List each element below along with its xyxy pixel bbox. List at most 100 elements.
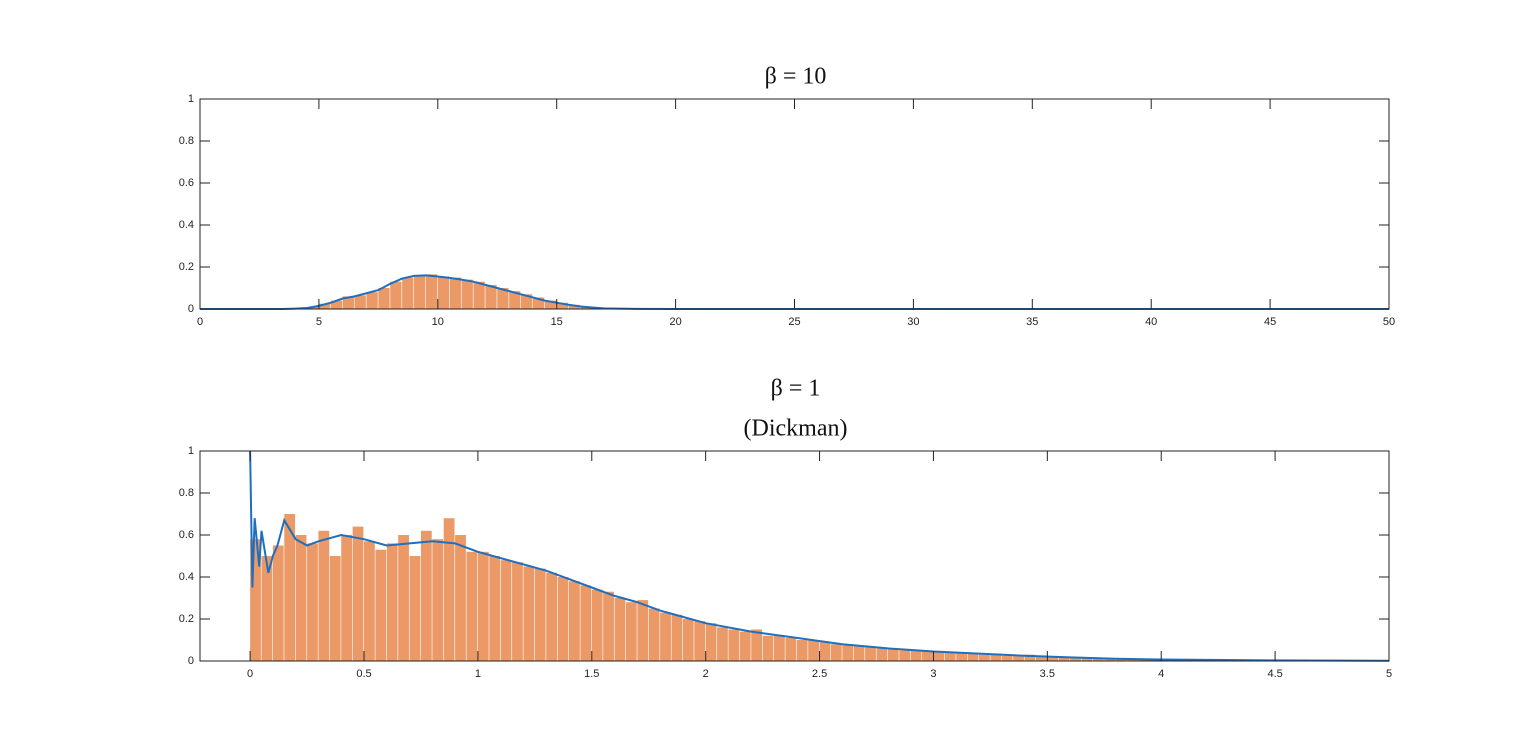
histogram-bar [261,556,273,661]
histogram-bar [1070,657,1081,661]
x-tick-label: 20 [669,316,681,328]
y-tick-label: 0 [188,303,194,315]
x-tick-label: 35 [1026,316,1038,328]
chart-title: β = 1 [771,376,821,402]
histogram-bar [705,623,717,661]
histogram-bar [637,600,649,661]
chart-subtitle: (Dickman) [744,416,848,442]
histogram-bar [842,644,854,661]
histogram-bar [497,288,509,309]
histogram-bar [443,518,455,661]
x-tick-label: 0 [197,316,203,328]
histogram-bar [342,296,354,309]
axes-box [199,450,1390,662]
histogram-bar [544,300,557,309]
histogram-bar [910,650,922,661]
histogram-bar [694,621,706,661]
histogram-bar [648,608,660,661]
histogram-bar [534,568,546,661]
histogram-bar [728,629,740,661]
histogram-bar [717,627,728,661]
x-tick-label: 4 [1158,668,1164,680]
histogram-bar [386,543,398,661]
histogram-bar [414,275,426,309]
histogram-bar [739,631,751,661]
histogram-bar [556,302,568,309]
x-tick-label: 5 [316,316,322,328]
histogram-bar [751,629,763,661]
x-tick-label: 2 [703,668,709,680]
histogram-bar [512,562,523,661]
histogram-bar [899,650,911,661]
histogram-bar [830,644,842,661]
histogram-bar [329,556,341,661]
histogram-bar [1013,655,1024,661]
histogram-bar [366,292,378,309]
histogram-bar [568,304,580,309]
y-tick-label: 0.4 [179,571,194,583]
histogram-bar [402,277,414,309]
histogram-bar [956,652,968,661]
histogram-bar [796,640,808,661]
histogram-bar [432,539,444,661]
x-tick-label: 3 [930,668,936,680]
x-tick-label: 25 [788,316,800,328]
y-tick-label: 0.6 [179,529,194,541]
histogram-bar [990,653,1002,661]
axes-box [199,98,1390,310]
x-tick-label: 1 [475,668,481,680]
histogram-bar [853,646,865,661]
histogram-bar [489,556,501,661]
x-tick-label: 15 [551,316,563,328]
x-tick-label: 50 [1383,316,1395,328]
histogram-bar [500,560,512,661]
histogram-bar [979,654,990,661]
histogram-bar [865,646,876,661]
x-tick-label: 0 [247,668,253,680]
histogram-bar [378,288,390,309]
histogram-bar [523,566,535,661]
histogram-bar [398,535,409,661]
histogram-bar [762,635,774,661]
chart-title: β = 10 [765,64,827,90]
histogram-bar [660,612,671,661]
y-tick-label: 0.8 [179,487,194,499]
y-tick-label: 0.2 [179,613,194,625]
histogram-bar [944,652,956,661]
histogram-bar [671,614,683,661]
x-tick-label: 45 [1264,316,1276,328]
histogram-bar [352,526,364,661]
histogram-bar [449,277,461,309]
histogram-bar [819,642,831,661]
histogram-bar [425,274,438,309]
x-tick-label: 30 [907,316,919,328]
y-tick-label: 0 [188,655,194,667]
histogram-bar [307,543,318,661]
histogram-bar [876,648,888,661]
histogram-bar [521,294,533,309]
histogram-bar [295,535,307,661]
histogram-bar [375,549,387,661]
histogram-bar [933,651,945,661]
histogram-bar [1024,654,1036,661]
histogram-bar [420,530,432,661]
histogram-bar [532,297,545,309]
histogram-bar [1035,656,1047,661]
x-tick-label: 1.5 [584,668,599,680]
histogram-bar [473,281,485,309]
x-tick-label: 40 [1145,316,1157,328]
histogram-bar [477,551,489,661]
histogram-bar [318,303,331,309]
histogram-bar [557,577,569,661]
histogram-bar [682,619,694,661]
histogram-bar [1047,656,1059,661]
histogram-bar [774,635,785,661]
histogram-bar [922,650,933,661]
y-tick-label: 1 [188,445,194,457]
histogram-bar [569,581,580,661]
histogram-bar [354,295,366,309]
histogram-bar [1081,658,1093,661]
histogram-bar [330,300,343,309]
histogram-bar [466,551,478,661]
